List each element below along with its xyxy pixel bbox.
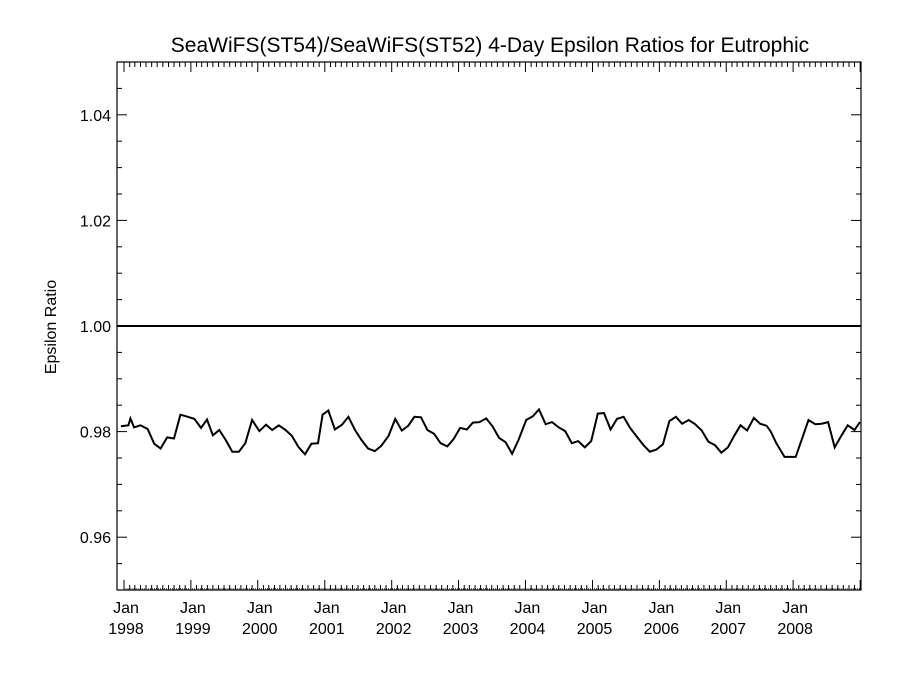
x-tick-label-month: Jan — [314, 600, 340, 617]
x-tick-label-month: Jan — [715, 600, 741, 617]
y-tick-label: 1.04 — [80, 108, 111, 125]
y-tick-label: 1.02 — [80, 213, 111, 230]
x-tick-labels: Jan 1998 Jan 1999 Jan 2000 Jan 2001 Jan 2002 Jan 20… — [108, 600, 813, 638]
x-tick-label-year: 2005 — [577, 621, 613, 638]
x-tick-label-month: Jan — [113, 600, 139, 617]
series-line-epsilon-ratio — [120, 407, 861, 458]
x-tick-label-month: Jan — [381, 600, 407, 617]
y-tick-label: 0.96 — [80, 530, 111, 547]
x-tick-label-month: Jan — [782, 600, 808, 617]
x-tick-label-month: Jan — [648, 600, 674, 617]
x-tick-label-year: 2000 — [242, 621, 278, 638]
x-tick-label-month: Jan — [582, 600, 608, 617]
x-tick-label-month: Jan — [180, 600, 206, 617]
x-tick-label-year: 2002 — [376, 621, 412, 638]
x-tick-label-year: 1998 — [108, 621, 144, 638]
chart-title: SeaWiFS(ST54)/SeaWiFS(ST52) 4-Day Epsilo… — [171, 34, 809, 57]
y-axis-label: Epsilon Ratio — [43, 280, 60, 374]
x-tick-label-year: 2003 — [443, 621, 479, 638]
x-tick-label-month: Jan — [448, 600, 474, 617]
x-tick-label-year: 1999 — [175, 621, 211, 638]
x-tick-label-year: 2004 — [510, 621, 546, 638]
x-tick-label-year: 2006 — [644, 621, 680, 638]
x-tick-label-year: 2008 — [777, 621, 813, 638]
y-tick-labels: 0.96 0.98 1.00 1.02 1.04 — [80, 108, 111, 547]
x-tick-label-month: Jan — [515, 600, 541, 617]
y-tick-label: 0.98 — [80, 425, 111, 442]
x-tick-label-year: 2001 — [309, 621, 345, 638]
x-tick-label-month: Jan — [247, 600, 273, 617]
x-tick-label-year: 2007 — [710, 621, 746, 638]
y-tick-label: 1.00 — [80, 319, 111, 336]
